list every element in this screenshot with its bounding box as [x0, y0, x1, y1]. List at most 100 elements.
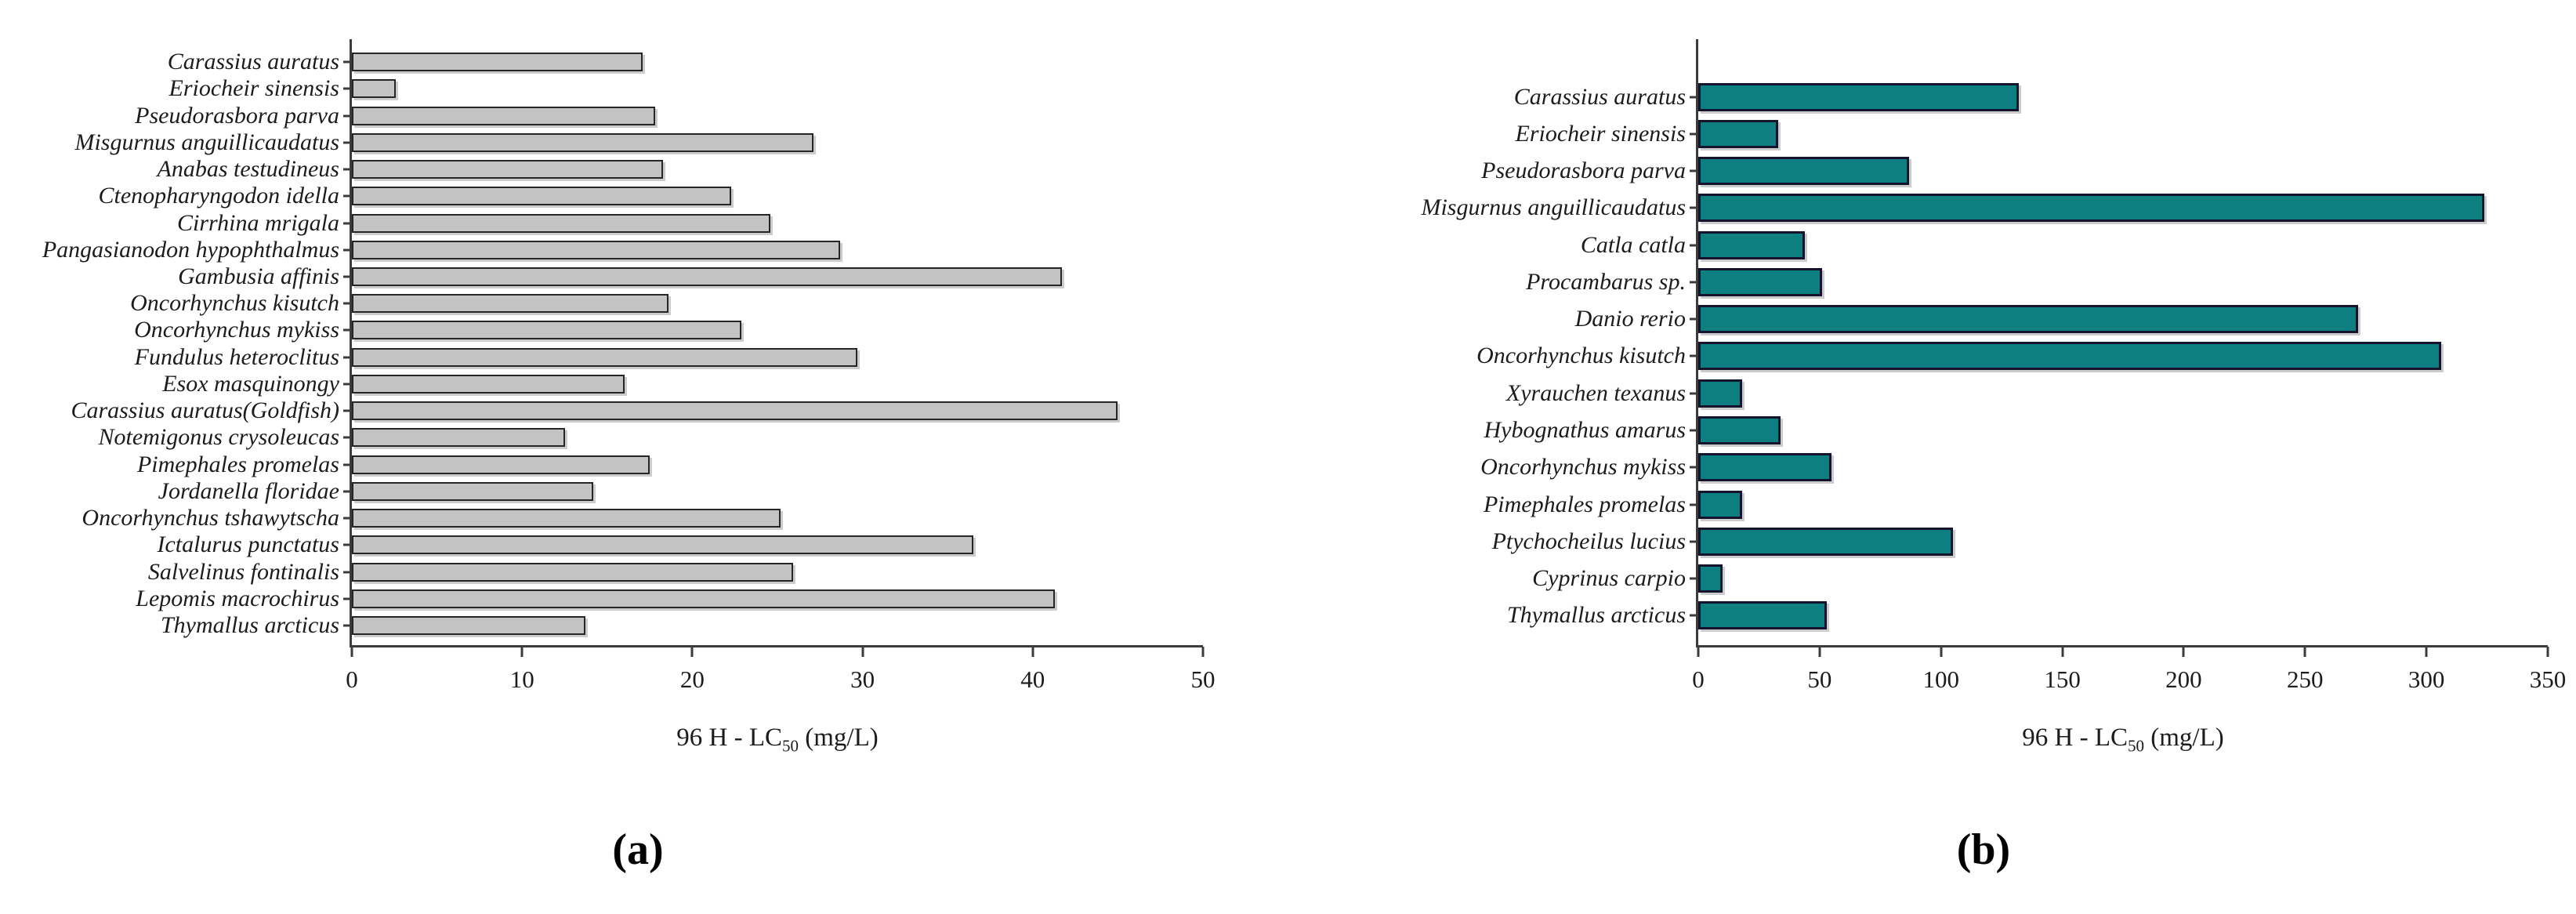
category-label: Carassius auratus	[1513, 83, 1686, 110]
bar	[1698, 490, 1742, 519]
bar-row: Eriocheir sinensis	[1516, 115, 2548, 152]
category-label: Pangasianodon hypophthalmus	[42, 236, 339, 263]
bar	[352, 589, 1056, 608]
bar	[1698, 601, 1828, 630]
x-tick-mark	[350, 647, 353, 657]
category-tick	[343, 356, 351, 359]
x-tick-label: 0	[346, 666, 358, 693]
x-tick-mark	[2182, 647, 2185, 657]
category-label: Ptychocheilus lucius	[1491, 528, 1686, 554]
x-axis-title-sub: 50	[2128, 736, 2144, 756]
category-label: Thymallus arcticus	[1506, 602, 1686, 629]
bar	[1698, 453, 1832, 482]
category-label: Notemigonus crysoleucas	[98, 424, 339, 451]
bar-row: Esox masquinongy	[162, 371, 1203, 397]
category-tick	[343, 543, 351, 546]
x-axis-title-suffix: (mg/L)	[799, 724, 879, 752]
bar-row: Thymallus arcticus	[1507, 597, 2548, 634]
category-tick	[1690, 392, 1697, 395]
category-tick	[343, 597, 351, 600]
category-tick	[343, 624, 351, 627]
x-axis-title-sub: 50	[782, 736, 799, 756]
x-tick-mark	[1940, 647, 1943, 657]
category-label: Pimephales promelas	[136, 451, 339, 477]
bar-row: Notemigonus crysoleucas	[99, 424, 1203, 451]
bar-row: Pimephales promelas	[137, 452, 1203, 478]
bar-row: Pangasianodon hypophthalmus	[42, 237, 1203, 263]
category-label: Lepomis macrochirus	[136, 585, 339, 611]
category-label: Oncorhynchus kisutch	[130, 290, 339, 317]
rows: Carassius auratus Eriocheir sinensis Pseud…	[1421, 39, 2548, 645]
bar-row: Oncorhynchus mykiss	[1480, 449, 2548, 486]
bar-row: Anabas testudineus	[158, 156, 1203, 183]
category-tick	[1690, 206, 1697, 209]
category-tick	[1690, 429, 1697, 432]
category-label: Jordanella floridae	[158, 477, 339, 504]
bar-row: Fundulus heteroclitus	[135, 344, 1203, 371]
bar-row: Procambarus sp.	[1526, 263, 2548, 300]
category-label: Esox masquinongy	[162, 370, 339, 397]
category-tick	[343, 302, 351, 305]
category-label: Gambusia affinis	[178, 263, 339, 289]
x-tick-mark	[2061, 647, 2064, 657]
bar-row: Ctenopharyngodon idella	[99, 183, 1203, 209]
x-tick-mark	[2546, 647, 2549, 657]
category-tick	[1690, 614, 1697, 617]
category-tick	[1690, 354, 1697, 357]
category-label: Procambarus sp.	[1526, 268, 1686, 295]
category-label: Oncorhynchus mykiss	[134, 317, 339, 343]
bar	[352, 562, 793, 582]
chart-panel-b: Carassius auratus Eriocheir sinensis Pseud…	[1285, 0, 2576, 914]
category-tick	[1690, 169, 1697, 172]
x-tick-mark	[1818, 647, 1821, 657]
bar	[1698, 379, 1742, 408]
category-label: Catla catla	[1580, 231, 1686, 258]
category-tick	[1690, 466, 1697, 469]
category-tick	[343, 490, 351, 493]
x-tick-label: 350	[2529, 666, 2567, 693]
bar-row: Misgurnus anguillicaudatus	[1421, 190, 2548, 227]
category-label: Fundulus heteroclitus	[134, 343, 339, 370]
category-label: Eriocheir sinensis	[168, 75, 340, 102]
category-label: Thymallus arcticus	[160, 612, 339, 639]
category-label: Oncorhynchus mykiss	[1480, 454, 1686, 481]
category-label: Misgurnus anguillicaudatus	[74, 129, 339, 155]
category-label: Misgurnus anguillicaudatus	[1421, 194, 1686, 221]
plot-area-a: Carassius auratus Eriocheir sinensis Pseud…	[42, 39, 1216, 754]
bar-row: Pseudorasbora parva	[135, 102, 1203, 129]
category-label: Xyrauchen texanus	[1505, 379, 1686, 406]
category-tick	[343, 168, 351, 171]
x-tick-label: 40	[1020, 666, 1045, 693]
x-tick-mark	[2303, 647, 2306, 657]
category-tick	[1690, 503, 1697, 506]
bar	[1698, 305, 2359, 334]
category-tick	[343, 87, 351, 90]
category-label: Hybognathus amarus	[1484, 417, 1686, 444]
bar	[352, 106, 655, 125]
bar	[352, 240, 841, 259]
x-tick-mark	[690, 647, 694, 657]
category-tick	[343, 328, 351, 332]
bar	[352, 374, 625, 394]
bar-row: Oncorhynchus mykiss	[134, 317, 1203, 343]
x-tick-label: 0	[1692, 666, 1705, 693]
x-tick-label: 300	[2408, 666, 2445, 693]
bar-row: Gambusia affinis	[178, 263, 1203, 290]
category-tick	[343, 383, 351, 386]
bar	[352, 267, 1062, 286]
category-label: Eriocheir sinensis	[1515, 120, 1687, 147]
category-tick	[1690, 132, 1697, 136]
bar-row: Ptychocheilus lucius	[1492, 523, 2548, 560]
bar	[352, 401, 1118, 421]
bar	[1698, 527, 1954, 556]
category-tick	[343, 248, 351, 252]
category-label: Oncorhynchus tshawytscha	[82, 505, 339, 531]
category-tick	[343, 436, 351, 439]
bar-row: Hybognathus amarus	[1484, 412, 2548, 448]
panel-label-b: (b)	[1956, 825, 2011, 874]
bar	[352, 132, 813, 152]
bar-row: Pimephales promelas	[1484, 486, 2548, 523]
bar-row: Carassius auratus	[1514, 78, 2548, 115]
x-tick-mark	[520, 647, 524, 657]
